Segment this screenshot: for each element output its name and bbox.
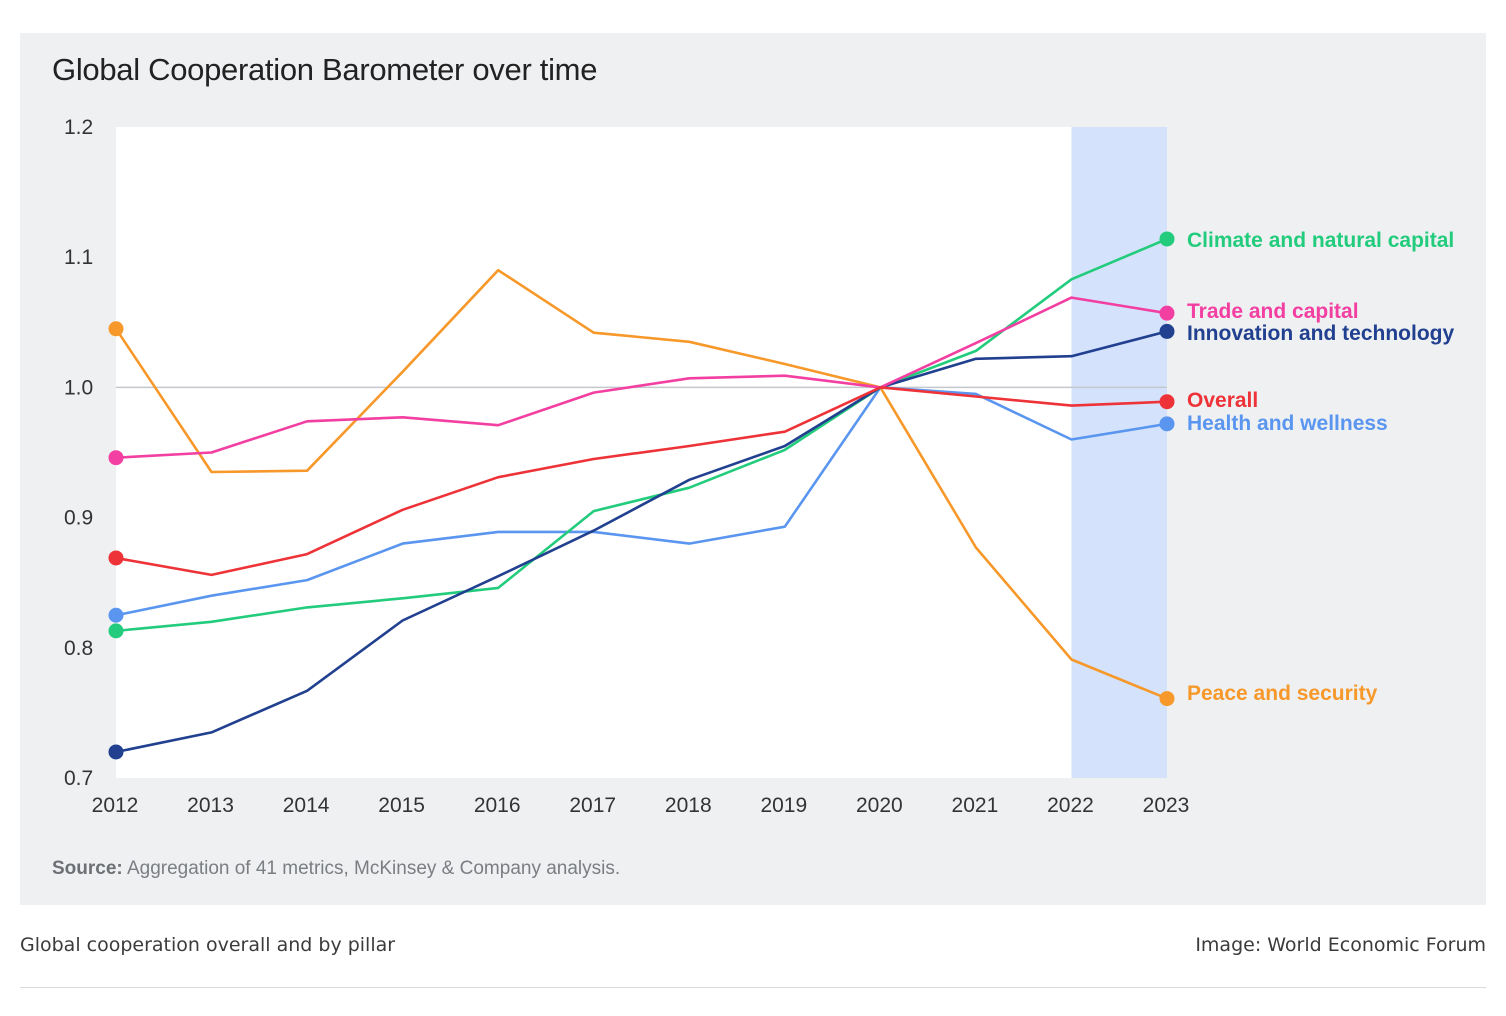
x-tick-label: 2017	[569, 794, 616, 817]
y-tick-label: 1.2	[64, 116, 93, 139]
series-start-marker	[108, 321, 124, 337]
series-end-marker	[1159, 394, 1175, 410]
source-note: Source: Aggregation of 41 metrics, McKin…	[52, 858, 620, 880]
y-tick-label: 1.1	[64, 246, 93, 269]
series-line	[115, 330, 1168, 754]
series-label: Climate and natural capital	[1187, 229, 1454, 252]
image-credit: Image: World Economic Forum	[1195, 934, 1486, 956]
x-tick-label: 2022	[1047, 794, 1094, 817]
x-tick-label: 2016	[474, 794, 521, 817]
y-tick-label: 0.7	[64, 767, 93, 790]
series-line	[115, 296, 1168, 459]
series-line	[115, 237, 1168, 633]
series-start-marker	[108, 550, 124, 566]
series-line	[115, 386, 1168, 577]
series-label: Trade and capital	[1187, 300, 1359, 323]
series-line	[114, 268, 1168, 700]
series-start-marker	[108, 607, 124, 623]
y-tick-label: 0.8	[64, 637, 93, 660]
divider	[20, 987, 1486, 988]
series-end-marker	[1159, 305, 1175, 321]
y-tick-label: 0.9	[64, 507, 93, 530]
series-start-marker	[108, 450, 124, 466]
series-lines	[114, 237, 1168, 754]
series-line	[115, 386, 1168, 617]
series-label: Health and wellness	[1187, 412, 1388, 435]
series-label: Innovation and technology	[1187, 322, 1454, 345]
figure-caption: Global cooperation overall and by pillar	[20, 934, 396, 956]
x-tick-label: 2013	[187, 794, 234, 817]
series-end-marker	[1159, 691, 1175, 707]
y-axis-ticks: 0.7 0.8 0.9 1.0 1.1 1.2	[64, 116, 93, 790]
x-axis-ticks: 2012 2013 2014 2015 2016 2017 2018 2019 2020 2021…	[92, 794, 1190, 817]
line-chart: 0.70.80.91.01.11.2 2012 2013 2014 2015 2016 2…	[64, 116, 1454, 817]
series-label: Peace and security	[1187, 682, 1378, 705]
series-start-marker	[108, 623, 124, 639]
series-end-marker	[1159, 323, 1175, 339]
x-tick-label: 2023	[1143, 794, 1190, 817]
x-tick-label: 2015	[378, 794, 425, 817]
chart-title: Global Cooperation Barometer over time	[52, 52, 598, 87]
x-tick-label: 2014	[283, 794, 330, 817]
series-label: Overall	[1187, 389, 1258, 412]
y-tick-label: 1.0	[64, 376, 93, 399]
x-tick-label: 2019	[760, 794, 807, 817]
source-label: Source:	[52, 858, 123, 879]
highlight-band	[1071, 127, 1167, 778]
x-tick-label: 2012	[92, 794, 139, 817]
x-tick-label: 2018	[665, 794, 712, 817]
series-start-marker	[108, 744, 124, 760]
series-end-marker	[1159, 231, 1175, 247]
x-tick-label: 2020	[856, 794, 903, 817]
x-tick-label: 2021	[952, 794, 999, 817]
series-end-marker	[1159, 416, 1175, 432]
series-end-markers	[108, 231, 1175, 760]
series-labels: Peace and security Health and wellness Cli…	[1187, 229, 1454, 705]
source-text: Aggregation of 41 metrics, McKinsey & Co…	[126, 858, 621, 879]
